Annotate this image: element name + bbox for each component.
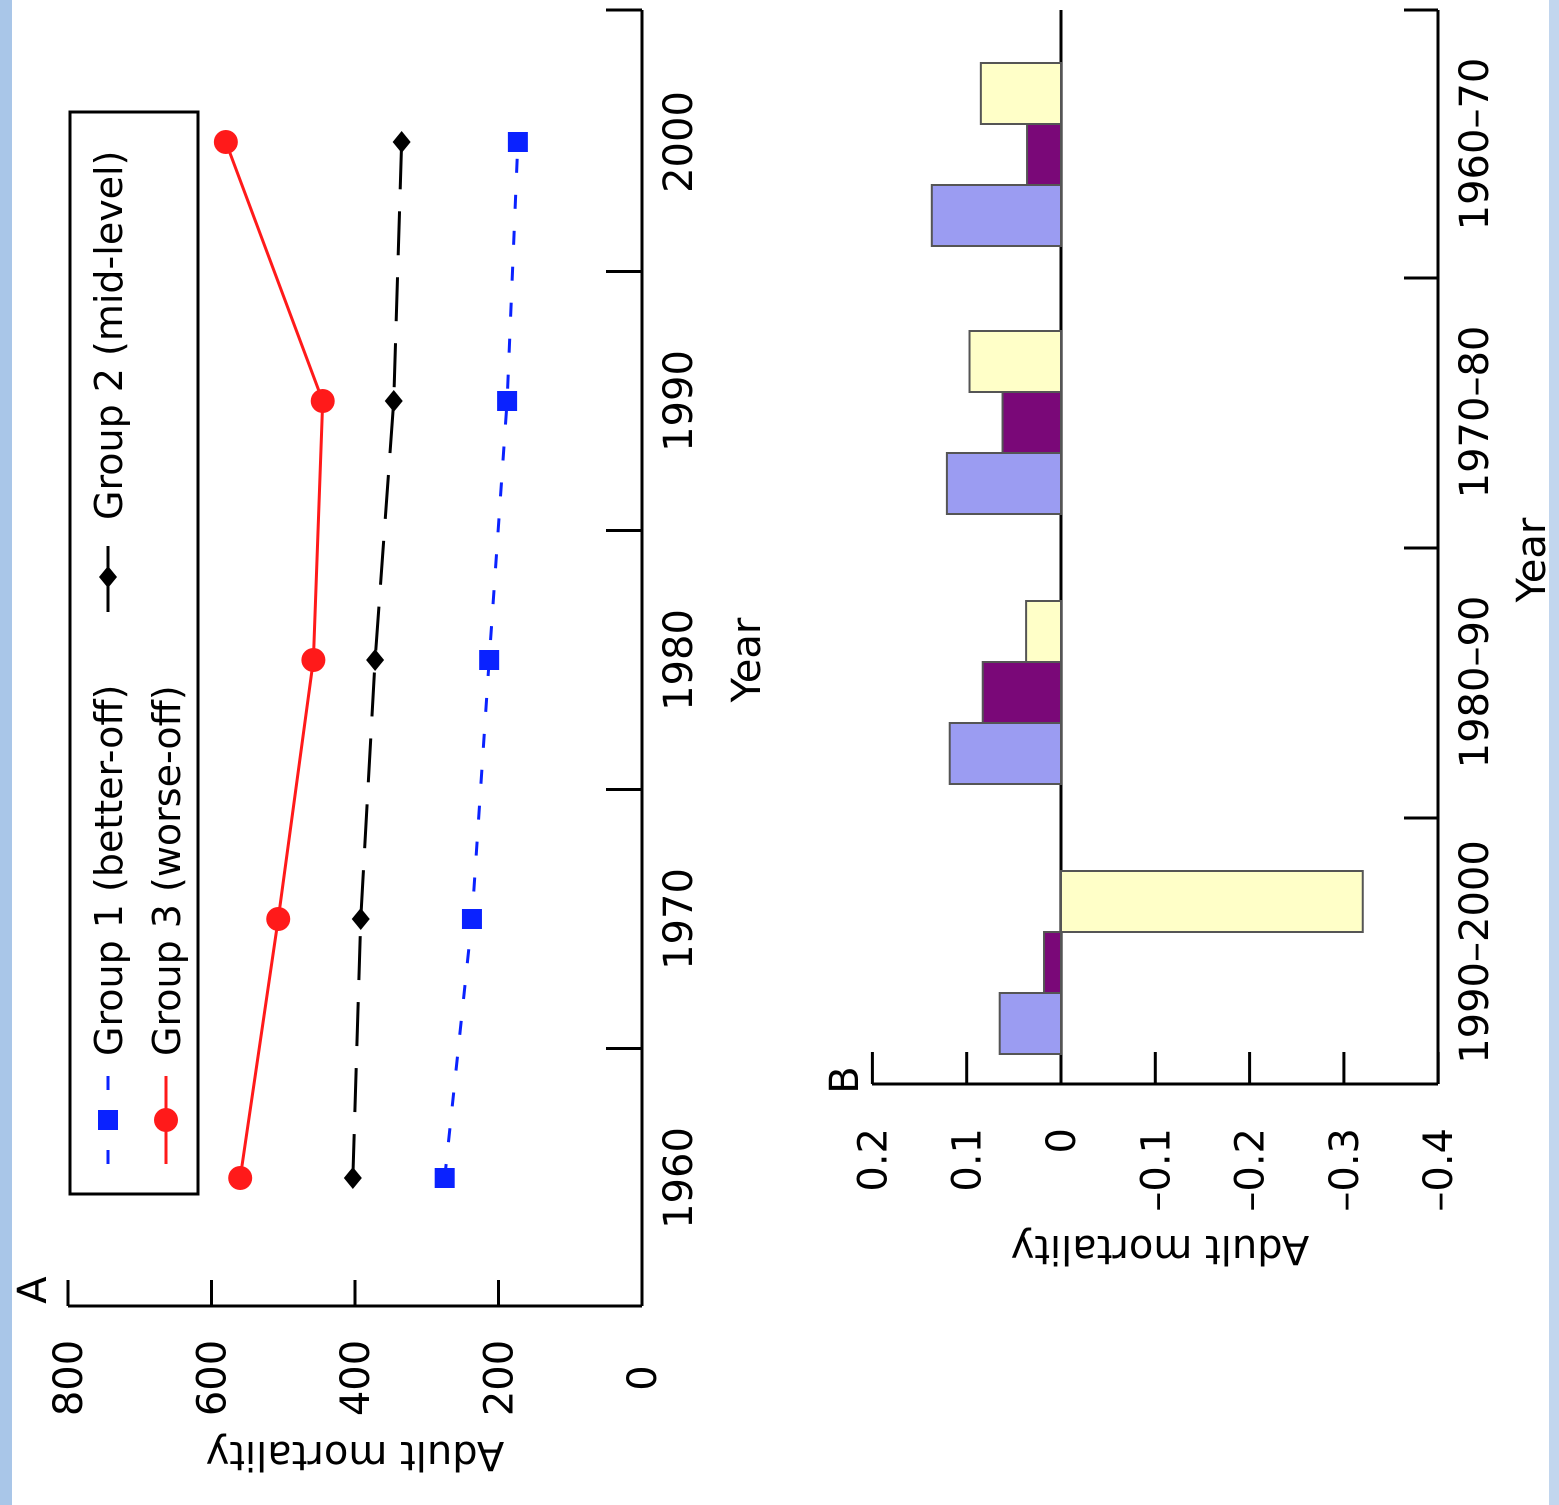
series-3-marker bbox=[213, 130, 238, 154]
year-tick-label: 2000 bbox=[656, 91, 702, 193]
year-tick-label: 1980 bbox=[656, 609, 702, 711]
series-3-marker bbox=[301, 648, 326, 672]
bar-1-0 bbox=[930, 184, 1063, 247]
bar-chart-panel-b: 0.2 0.1 0 –0.1 –0.2 –0.3 –0.4 1960–70 1970–80 198… bbox=[822, 8, 1555, 1272]
legend-label-group-3: Group 3 (worse-off) bbox=[145, 685, 189, 1056]
series-3-marker bbox=[228, 1166, 253, 1190]
series-2-marker bbox=[392, 131, 411, 153]
value-tick-label: 800 bbox=[46, 1340, 92, 1416]
legend-label-group-1: Group 1 (better-off) bbox=[87, 685, 131, 1056]
series-2-marker bbox=[351, 908, 370, 930]
line-chart-panel-a: 0 200 400 600 800 1960 1970 1980 1990 2000 Year Adu… bbox=[10, 8, 770, 1478]
legend-marker-group-2 bbox=[99, 566, 117, 588]
value-tick-label: 0.1 bbox=[945, 1128, 991, 1192]
bar-2-3 bbox=[1043, 931, 1062, 994]
legend-item-group-1: Group 1 (better-off) bbox=[87, 685, 131, 1164]
bar-3-1 bbox=[968, 330, 1062, 393]
legend-marker-group-1 bbox=[98, 1110, 118, 1130]
series-1-marker bbox=[479, 650, 500, 670]
series-1-marker bbox=[497, 391, 518, 411]
value-tick-label: –0.1 bbox=[1133, 1128, 1179, 1212]
series-2-marker bbox=[343, 1167, 362, 1189]
legend-box bbox=[68, 110, 200, 1196]
bar-2-2 bbox=[981, 661, 1063, 724]
category-label: 1960–70 bbox=[1452, 58, 1498, 231]
bar-1-2 bbox=[948, 722, 1063, 785]
value-tick-label: 200 bbox=[477, 1340, 523, 1416]
bar-1-3 bbox=[998, 992, 1063, 1055]
series-1-marker bbox=[507, 132, 528, 152]
x-axis-title: Year bbox=[1509, 517, 1555, 603]
bar-3-0 bbox=[979, 62, 1062, 125]
series-1-marker bbox=[461, 909, 482, 929]
y-axis-title: Adult mortality bbox=[206, 1432, 505, 1478]
series-line-1 bbox=[443, 141, 520, 1179]
panel-label-a: A bbox=[10, 1276, 56, 1304]
legend-item-group-2: Group 2 (mid-level) bbox=[87, 151, 131, 612]
series-2-marker bbox=[366, 649, 385, 671]
legend-item-group-3: Group 3 (worse-off) bbox=[145, 685, 189, 1164]
category-label: 1990–2000 bbox=[1452, 840, 1498, 1064]
bar-3-2 bbox=[1025, 600, 1063, 663]
category-label: 1980–90 bbox=[1452, 596, 1498, 769]
bar-1-1 bbox=[945, 452, 1062, 515]
value-tick-label: 0 bbox=[620, 1365, 666, 1390]
series-3-marker bbox=[310, 389, 335, 413]
x-axis-title: Year bbox=[724, 617, 770, 703]
legend-marker-group-3 bbox=[154, 1108, 178, 1132]
panel-label-b: B bbox=[822, 1066, 868, 1093]
value-tick-label: –0.2 bbox=[1228, 1128, 1274, 1212]
series-1-marker bbox=[434, 1168, 455, 1188]
value-tick-label: 600 bbox=[190, 1340, 236, 1416]
value-tick-label: –0.4 bbox=[1416, 1128, 1462, 1212]
series-line-2 bbox=[351, 141, 404, 1179]
series-2-marker bbox=[384, 390, 403, 412]
bar-2-1 bbox=[1001, 391, 1062, 454]
category-label: 1970–80 bbox=[1452, 326, 1498, 499]
legend-label-group-2: Group 2 (mid-level) bbox=[87, 151, 131, 520]
value-tick-label: –0.3 bbox=[1322, 1128, 1368, 1212]
year-tick-label: 1970 bbox=[656, 868, 702, 970]
year-tick-label: 1990 bbox=[656, 350, 702, 452]
y-axis-title: Adult mortality bbox=[1011, 1226, 1310, 1272]
bar-3-3 bbox=[1060, 870, 1364, 933]
value-tick-label: 400 bbox=[333, 1340, 379, 1416]
series-3-marker bbox=[266, 907, 291, 931]
value-tick-label: 0.2 bbox=[850, 1128, 896, 1192]
year-tick-label: 1960 bbox=[656, 1127, 702, 1229]
bar-2-0 bbox=[1026, 123, 1063, 186]
value-tick-label: 0 bbox=[1039, 1128, 1085, 1153]
